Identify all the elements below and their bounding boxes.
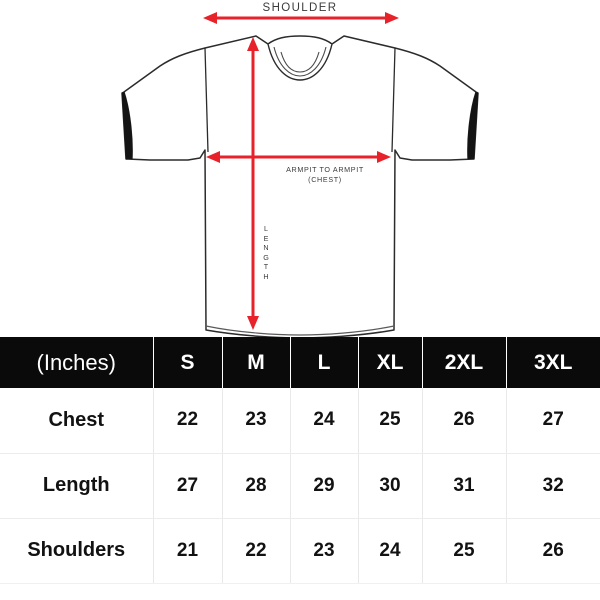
cell-length-xl: 30 xyxy=(358,453,423,519)
header-size-l: L xyxy=(290,337,359,388)
chest-arrow xyxy=(206,151,391,163)
cell-shoulders-m: 22 xyxy=(222,518,291,584)
cell-shoulders-xl: 24 xyxy=(358,518,423,584)
length-letter-2: N xyxy=(263,243,269,253)
cell-shoulders-l: 23 xyxy=(290,518,359,584)
length-letter-1: E xyxy=(263,233,269,243)
row-label-length: Length xyxy=(0,453,154,519)
length-measurement-label: L E N G T H xyxy=(259,224,273,282)
size-table-header: (Inches) S M L XL 2XL 3XL xyxy=(0,337,600,388)
cell-chest-m: 23 xyxy=(222,388,291,454)
size-table-body: Chest 22 23 24 25 26 27 Length 27 28 29 … xyxy=(0,388,600,584)
tshirt-illustration xyxy=(121,12,479,339)
cell-length-l: 29 xyxy=(290,453,359,519)
chest-measurement-label: ARMPIT TO ARMPIT (CHEST) xyxy=(255,165,395,185)
measurement-arrows xyxy=(203,12,399,330)
shoulder-measurement-label: SHOULDER xyxy=(262,2,338,14)
header-size-2xl: 2XL xyxy=(422,337,507,388)
header-size-xl: XL xyxy=(358,337,423,388)
cell-length-m: 28 xyxy=(222,453,291,519)
cell-chest-2xl: 26 xyxy=(422,388,507,454)
row-label-shoulders: Shoulders xyxy=(0,518,154,584)
cell-chest-xl: 25 xyxy=(358,388,423,454)
length-letter-5: H xyxy=(263,271,269,281)
table-header-row: (Inches) S M L XL 2XL 3XL xyxy=(0,337,600,388)
cell-chest-s: 22 xyxy=(153,388,223,454)
cell-length-3xl: 32 xyxy=(506,453,600,519)
cell-chest-l: 24 xyxy=(290,388,359,454)
cell-shoulders-3xl: 26 xyxy=(506,518,600,584)
cell-chest-3xl: 27 xyxy=(506,388,600,454)
cell-length-2xl: 31 xyxy=(422,453,507,519)
table-row: Chest 22 23 24 25 26 27 xyxy=(0,388,600,454)
length-letter-3: G xyxy=(263,252,269,262)
collar-icon xyxy=(267,43,333,81)
header-size-3xl: 3XL xyxy=(506,337,600,388)
table-row: Shoulders 21 22 23 24 25 26 xyxy=(0,518,600,584)
header-size-m: M xyxy=(222,337,291,388)
length-arrow xyxy=(247,37,259,330)
table-row: Length 27 28 29 30 31 32 xyxy=(0,453,600,519)
cell-shoulders-2xl: 25 xyxy=(422,518,507,584)
length-letter-4: T xyxy=(263,262,269,272)
tshirt-outline xyxy=(121,35,479,339)
chest-label-line2: (CHEST) xyxy=(308,175,342,184)
size-table: (Inches) S M L XL 2XL 3XL Chest 22 23 24… xyxy=(0,337,600,584)
tshirt-diagram: SHOULDER ARMPIT TO ARMPIT (CHEST) L E N … xyxy=(121,2,479,339)
cell-shoulders-s: 21 xyxy=(153,518,223,584)
header-size-s: S xyxy=(153,337,223,388)
row-label-chest: Chest xyxy=(0,388,154,454)
length-letter-0: L xyxy=(264,224,268,233)
cell-length-s: 27 xyxy=(153,453,223,519)
shoulder-arrow xyxy=(203,12,399,24)
header-unit: (Inches) xyxy=(0,337,154,388)
chest-label-line1: ARMPIT TO ARMPIT xyxy=(286,165,364,174)
